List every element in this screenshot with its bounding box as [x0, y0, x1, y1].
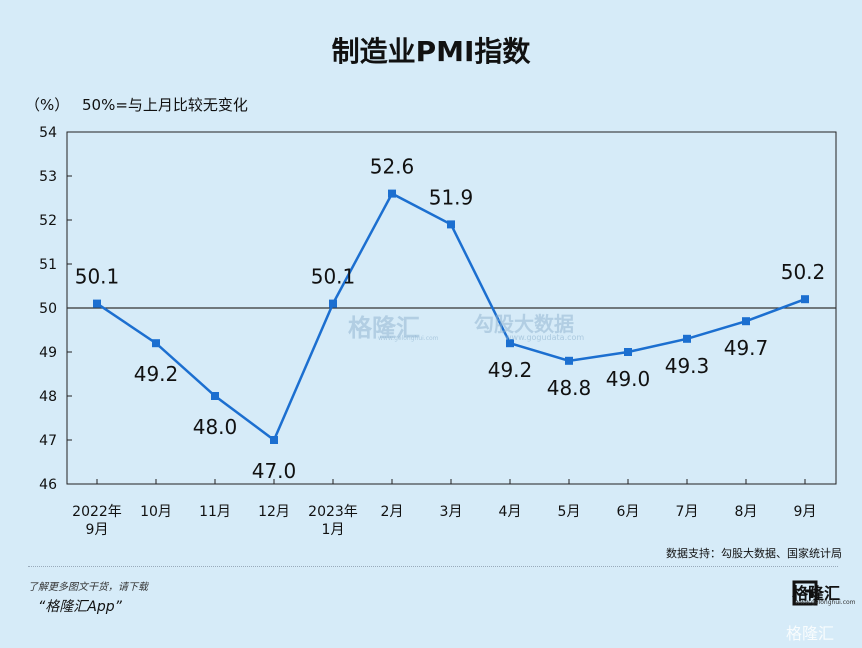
x-tick-label: 2023年 — [308, 504, 358, 520]
data-point-marker — [152, 339, 160, 348]
watermark-gelonghui-url: www.gelonghui.com — [378, 335, 439, 342]
data-point-marker — [742, 317, 750, 326]
watermark-gogudata: 勾股大数据 — [474, 312, 574, 336]
series-line-pmi — [96, 191, 806, 442]
data-point-marker — [624, 348, 632, 356]
data-label: 48.0 — [193, 415, 238, 439]
x-tick-label: 4月 — [499, 504, 522, 520]
y-tick-label: 54 — [39, 125, 57, 141]
data-point-marker — [683, 334, 691, 343]
data-point-marker — [506, 339, 514, 348]
data-source: 数据支持：勾股大数据、国家统计局 — [666, 547, 842, 560]
data-label: 49.3 — [665, 354, 710, 378]
data-label: 49.2 — [134, 362, 179, 386]
gelonghui-logo-icon — [792, 580, 818, 606]
x-tick-label: 6月 — [617, 504, 640, 520]
watermark-gogudata-url: www.gogudata.com — [505, 333, 585, 342]
footer-divider — [28, 566, 838, 567]
data-point-marker — [270, 436, 278, 444]
y-tick-label: 47 — [39, 433, 57, 449]
y-tick-label: 46 — [39, 477, 57, 493]
x-axis: 2022年 9月 10月 11月 12月 2023年 1月 2月 3月 4月 5月 6月 7月 8月 9月 — [72, 479, 816, 538]
y-axis: 46 47 48 49 50 51 52 53 54 — [39, 125, 72, 493]
x-tick-label: 12月 — [258, 504, 290, 520]
x-tick-label: 3月 — [440, 504, 463, 520]
y-axis-unit: （%） — [25, 96, 70, 114]
data-point-marker — [565, 356, 573, 365]
data-label: 50.1 — [75, 265, 120, 289]
y-tick-label: 52 — [39, 213, 57, 229]
y-tick-label: 53 — [39, 169, 57, 185]
promo-text: 了解更多图文干货，请下载 — [28, 582, 148, 593]
data-point-marker — [801, 295, 809, 304]
logo-text: 格隆汇 — [792, 584, 841, 603]
promo-app-name: “格隆汇App” — [38, 599, 122, 615]
reference-note: 50%=与上月比较无变化 — [82, 96, 248, 114]
data-label: 52.6 — [370, 155, 415, 179]
y-tick-label: 49 — [39, 345, 57, 361]
logo-url: www.gelonghui.com — [795, 599, 856, 606]
data-point-marker — [447, 220, 455, 229]
x-tick-label: 9月 — [86, 522, 109, 538]
data-point-marker — [388, 189, 396, 198]
x-tick-label: 8月 — [735, 504, 758, 520]
series-markers — [93, 189, 809, 444]
data-labels: 50.1 49.2 48.0 47.0 50.1 52.6 51.9 49.2 48.8 49.0… — [75, 155, 826, 483]
pmi-line-chart: 46 47 48 49 50 51 52 53 54 2022年 9月 10月 11月 12月 2023年… — [39, 125, 837, 538]
x-tick-label: 9月 — [794, 504, 817, 520]
y-tick-label: 50 — [39, 301, 57, 317]
x-tick-label: 1月 — [322, 522, 345, 538]
x-tick-label: 11月 — [199, 504, 231, 520]
data-label: 51.9 — [429, 185, 474, 209]
y-tick-label: 48 — [39, 389, 57, 405]
data-label: 48.8 — [547, 376, 592, 400]
x-tick-label: 2月 — [381, 504, 404, 520]
data-label: 50.1 — [311, 265, 356, 289]
data-label: 49.2 — [488, 358, 533, 382]
data-label: 50.2 — [781, 260, 826, 284]
data-point-marker — [93, 299, 101, 308]
data-label: 49.7 — [724, 336, 769, 360]
x-tick-label: 5月 — [558, 504, 581, 520]
data-label: 49.0 — [606, 367, 651, 391]
x-tick-label: 7月 — [676, 504, 699, 520]
data-point-marker — [329, 299, 337, 308]
x-tick-label: 2022年 — [72, 504, 122, 520]
corner-watermark: 格隆汇 — [786, 624, 835, 643]
watermark-gelonghui: 格隆汇 — [348, 314, 420, 342]
data-label: 47.0 — [252, 459, 297, 483]
data-point-marker — [211, 392, 219, 400]
chart-title: 制造业PMI指数 — [331, 35, 531, 68]
x-tick-label: 10月 — [140, 504, 172, 520]
y-tick-label: 51 — [39, 257, 57, 273]
